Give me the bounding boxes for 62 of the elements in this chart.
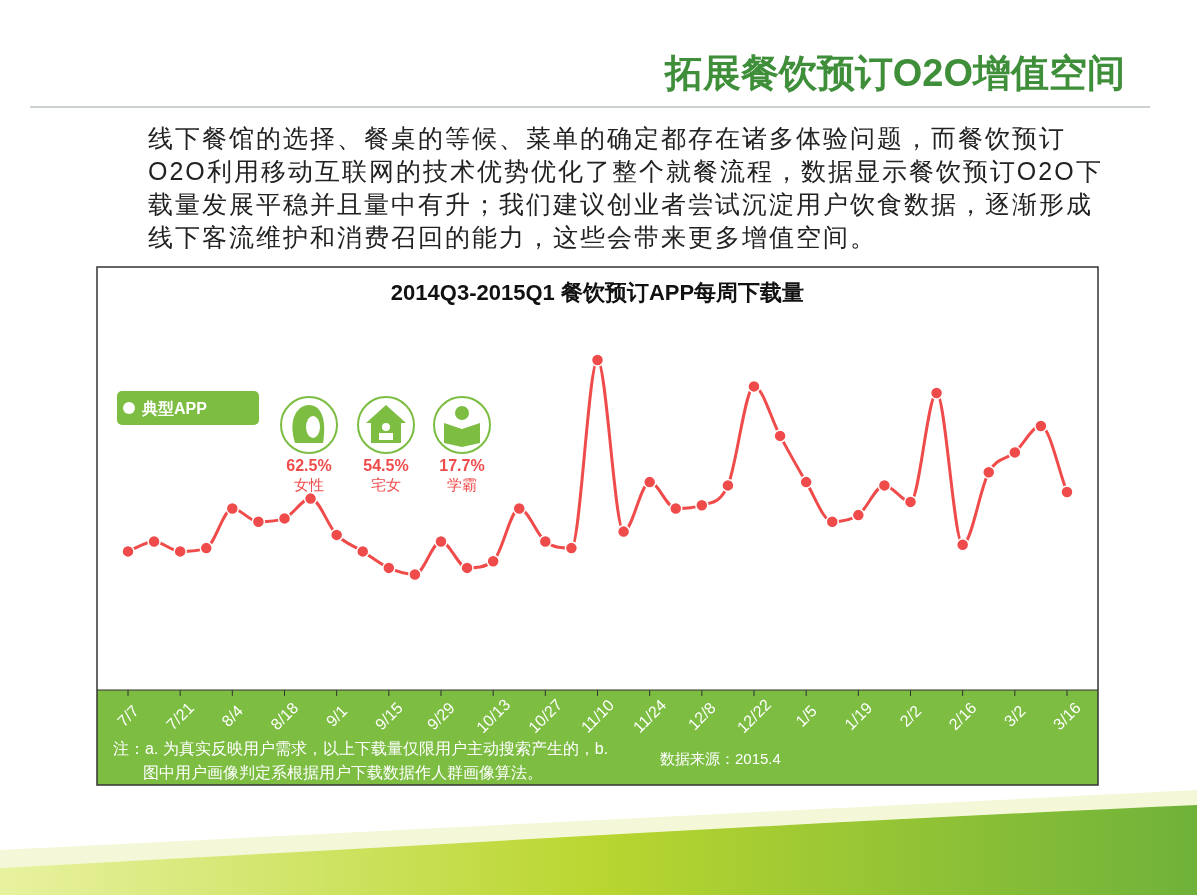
point bbox=[929, 386, 944, 400]
x-tick-label: 8/4 bbox=[218, 702, 247, 730]
point bbox=[329, 528, 344, 542]
point bbox=[512, 501, 526, 516]
point bbox=[903, 495, 918, 509]
point bbox=[616, 524, 631, 539]
point bbox=[408, 567, 422, 582]
point bbox=[669, 501, 683, 516]
annotation: 宅女 bbox=[371, 475, 401, 493]
chart-subtitle: 2014Q3-2015Q1 餐饮预订APP每周下载量 bbox=[390, 280, 805, 305]
x-tick-label: 12/8 bbox=[684, 698, 719, 734]
point bbox=[356, 544, 370, 559]
point bbox=[434, 534, 448, 549]
point bbox=[721, 478, 735, 493]
point bbox=[147, 534, 161, 549]
x-tick-label: 2/16 bbox=[945, 698, 980, 734]
point bbox=[121, 544, 135, 559]
point bbox=[564, 541, 579, 555]
point bbox=[799, 475, 813, 489]
point bbox=[460, 561, 474, 575]
x-tick-label: 1/5 bbox=[792, 702, 821, 730]
x-tick-label: 1/19 bbox=[841, 698, 876, 734]
point bbox=[303, 491, 318, 506]
x-tick-label: 9/1 bbox=[322, 702, 351, 730]
point bbox=[1034, 419, 1048, 433]
annotation: 62.5% bbox=[286, 456, 332, 474]
point bbox=[642, 475, 657, 489]
annotation: 17.7% bbox=[439, 456, 485, 474]
x-tick-label: 7/7 bbox=[114, 702, 142, 730]
x-tick-label: 7/21 bbox=[163, 698, 198, 734]
point bbox=[251, 514, 266, 529]
x-tick-label: 2/2 bbox=[896, 702, 925, 730]
annotation: 学霸 bbox=[447, 475, 477, 493]
source-note: 数据来源：2015.4 bbox=[660, 749, 781, 767]
point bbox=[382, 561, 396, 575]
point bbox=[773, 429, 787, 443]
point bbox=[173, 544, 187, 559]
point bbox=[1008, 445, 1022, 460]
annotation: 54.5% bbox=[363, 456, 409, 474]
x-tick-label: 3/16 bbox=[1049, 698, 1085, 734]
point bbox=[590, 353, 605, 367]
x-tick-label: 3/2 bbox=[1000, 702, 1029, 730]
point bbox=[199, 541, 213, 555]
annotation: 女性 bbox=[294, 475, 324, 493]
point bbox=[277, 511, 292, 526]
point bbox=[486, 554, 500, 569]
annotation: 典型APP bbox=[141, 399, 208, 417]
x-tick-label: 8/18 bbox=[267, 698, 302, 734]
point bbox=[747, 379, 761, 394]
point bbox=[851, 508, 866, 522]
point bbox=[877, 478, 892, 493]
point bbox=[1060, 485, 1074, 499]
point bbox=[695, 498, 709, 512]
text: 线下餐馆的选择、餐桌的等候、菜单的确定都存在诸多体验问题，而餐饮预订O2O利用移动互联网的技术优势优化了整个就餐流程，数据显示餐饮预订O2O下载量发展平稳并且量中有升；我们建议创业者尝试沉淀用户饮食数据，逐渐形成线下客流维护和消费召回的能力，这些会带来更多增值空间。 bbox=[148, 123, 1104, 253]
x-tick-label: 9/29 bbox=[423, 698, 459, 734]
point bbox=[538, 534, 553, 549]
text: 注：a. 为真实反映用户需求，以上下载量仅限用户主动搜索产生的，b.图中用户画像判定系根据用户下载数据作人群画像算法。 bbox=[113, 739, 610, 783]
point bbox=[982, 465, 996, 479]
point bbox=[955, 538, 970, 552]
point bbox=[225, 501, 240, 516]
point bbox=[825, 514, 839, 529]
chart-title: 拓展餐饮预订O2O增值空间 bbox=[662, 52, 1125, 94]
